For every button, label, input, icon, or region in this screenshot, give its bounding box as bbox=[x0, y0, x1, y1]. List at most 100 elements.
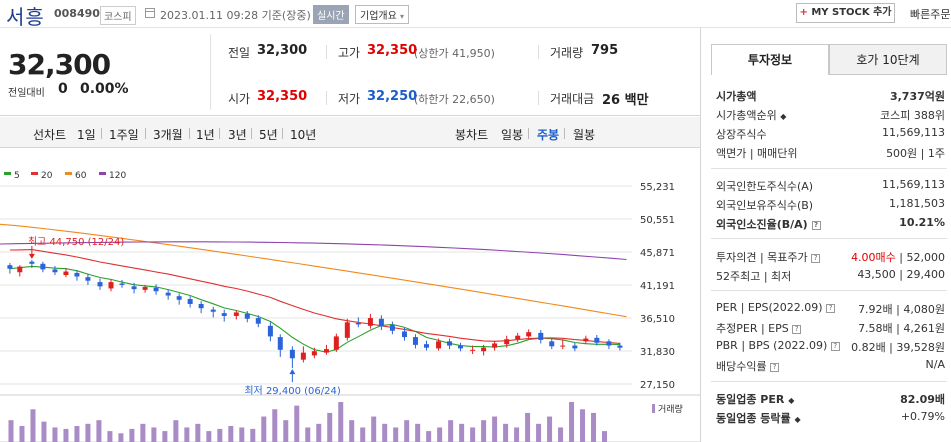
volume-bar bbox=[536, 423, 542, 442]
legend-label: 60 bbox=[75, 171, 87, 181]
candle-body bbox=[153, 287, 159, 292]
candle-body bbox=[606, 341, 612, 346]
candle-body bbox=[74, 272, 80, 277]
divider bbox=[711, 168, 947, 169]
volume-bar bbox=[591, 412, 597, 442]
volume-bar bbox=[426, 431, 432, 442]
candles bbox=[7, 259, 623, 369]
volume-bar bbox=[250, 428, 256, 442]
volume-bar bbox=[63, 428, 69, 442]
candle-weekly[interactable]: 주봉 bbox=[537, 128, 560, 142]
pbr-label: PBR | BPS (2022.09) ? bbox=[716, 339, 840, 352]
foreign-ratio-label: 외국인소진율(B/A) ? bbox=[716, 216, 821, 232]
volume-bars: 거래량 bbox=[8, 402, 683, 442]
tab-invest-info[interactable]: 투자정보 bbox=[711, 44, 829, 75]
divider bbox=[251, 128, 252, 139]
per-value: 7.92배 | 4,080원 bbox=[858, 303, 945, 316]
quick-order-link[interactable]: 빠른주문 bbox=[910, 8, 951, 21]
tab-order-book[interactable]: 호가 10단계 bbox=[829, 44, 947, 75]
legend-label: 120 bbox=[109, 171, 126, 181]
volume-bar bbox=[261, 416, 267, 442]
divider bbox=[528, 128, 529, 139]
market-cap-value: 3,737억원 bbox=[889, 90, 945, 103]
y-tick-label: 50,551 bbox=[640, 215, 675, 226]
volume-bar bbox=[558, 427, 564, 442]
candle-body bbox=[142, 287, 148, 290]
chart-annotations: 최고 44,750 (12/24) 최저 29,400 (06/24) bbox=[28, 236, 341, 397]
high-label: 고가 bbox=[338, 46, 361, 60]
candle-body bbox=[617, 345, 623, 348]
candle-body bbox=[277, 337, 283, 350]
info-icon[interactable]: ◆ bbox=[794, 415, 801, 424]
period-1d[interactable]: 1일 bbox=[77, 128, 96, 142]
add-mystock-button[interactable]: + MY STOCK 추가 bbox=[796, 3, 895, 23]
period-3m[interactable]: 3개월 bbox=[153, 128, 183, 142]
period-1w[interactable]: 1주일 bbox=[109, 128, 139, 142]
volume-value: 795 bbox=[591, 43, 619, 58]
amount-label: 거래대금 bbox=[550, 92, 595, 106]
price-panel bbox=[0, 28, 700, 116]
price-chart[interactable]: 5 20 60 120 55,231 50,551 45,871 41,191 36,510 3… bbox=[0, 148, 700, 442]
chevron-down-icon: ▾ bbox=[400, 12, 405, 21]
candle-body bbox=[244, 313, 250, 319]
candle-body bbox=[198, 303, 204, 309]
volume-bar bbox=[173, 420, 179, 442]
volume-bar bbox=[184, 427, 190, 442]
divider bbox=[538, 45, 539, 59]
candle-body bbox=[515, 335, 521, 340]
candle-body bbox=[572, 345, 578, 349]
help-icon[interactable]: ? bbox=[770, 362, 780, 372]
candle-body bbox=[401, 331, 407, 338]
realtime-button[interactable]: 실시간 bbox=[313, 5, 349, 24]
volume-bar bbox=[151, 427, 157, 442]
change-percent: 0.00% bbox=[80, 81, 129, 97]
help-icon[interactable]: ? bbox=[826, 303, 836, 313]
candle-monthly[interactable]: 월봉 bbox=[573, 128, 596, 142]
legend-label: 20 bbox=[41, 171, 53, 181]
dividend-value: N/A bbox=[925, 358, 945, 371]
candle-body bbox=[233, 312, 239, 316]
help-icon[interactable]: ? bbox=[811, 253, 821, 263]
candle-body bbox=[7, 265, 13, 269]
company-info-dropdown[interactable]: 기업개요 ▾ bbox=[355, 5, 410, 24]
help-icon[interactable]: ? bbox=[792, 324, 802, 334]
info-icon[interactable]: ◆ bbox=[788, 396, 795, 405]
add-mystock-label: MY STOCK 추가 bbox=[811, 7, 892, 18]
candle-body bbox=[423, 344, 429, 348]
face-value-value: 500원 | 1주 bbox=[886, 147, 945, 160]
divider bbox=[189, 128, 190, 139]
volume-bar bbox=[85, 423, 91, 442]
opinion-label: 투자의견 | 목표주가 ? bbox=[716, 249, 821, 265]
period-3y[interactable]: 3년 bbox=[228, 128, 247, 142]
foreign-ratio-value: 10.21% bbox=[899, 216, 945, 229]
help-icon[interactable]: ? bbox=[811, 220, 821, 230]
volume-bar bbox=[602, 431, 608, 442]
ma120-line bbox=[0, 241, 627, 261]
stock-name: 서흥 bbox=[6, 5, 45, 29]
volume-bar bbox=[74, 426, 80, 442]
volume-bar bbox=[162, 431, 168, 442]
volume-bar bbox=[283, 420, 289, 442]
candle-body bbox=[221, 313, 227, 316]
period-5y[interactable]: 5년 bbox=[259, 128, 278, 142]
sector-per-value: 82.09배 bbox=[900, 393, 945, 406]
volume-legend-swatch bbox=[652, 404, 655, 413]
volume-bar bbox=[404, 420, 410, 442]
candle-body bbox=[504, 339, 510, 345]
candle-daily[interactable]: 일봉 bbox=[501, 128, 524, 142]
divider bbox=[101, 128, 102, 139]
divider bbox=[210, 34, 211, 110]
period-1y[interactable]: 1년 bbox=[196, 128, 215, 142]
low-annotation: 최저 29,400 (06/24) bbox=[244, 385, 340, 397]
market-cap-rank-value: 코스피 388위 bbox=[880, 109, 945, 122]
volume-bar bbox=[448, 420, 454, 442]
candle-body bbox=[549, 341, 555, 347]
change-label: 전일대비 bbox=[8, 88, 45, 99]
info-icon[interactable]: ◆ bbox=[780, 112, 787, 121]
help-icon[interactable]: ? bbox=[830, 341, 840, 351]
candle-body bbox=[470, 349, 476, 351]
volume-bar bbox=[371, 416, 377, 442]
candle-body bbox=[40, 263, 46, 270]
period-10y[interactable]: 10년 bbox=[290, 128, 317, 142]
candle-body bbox=[344, 322, 350, 338]
